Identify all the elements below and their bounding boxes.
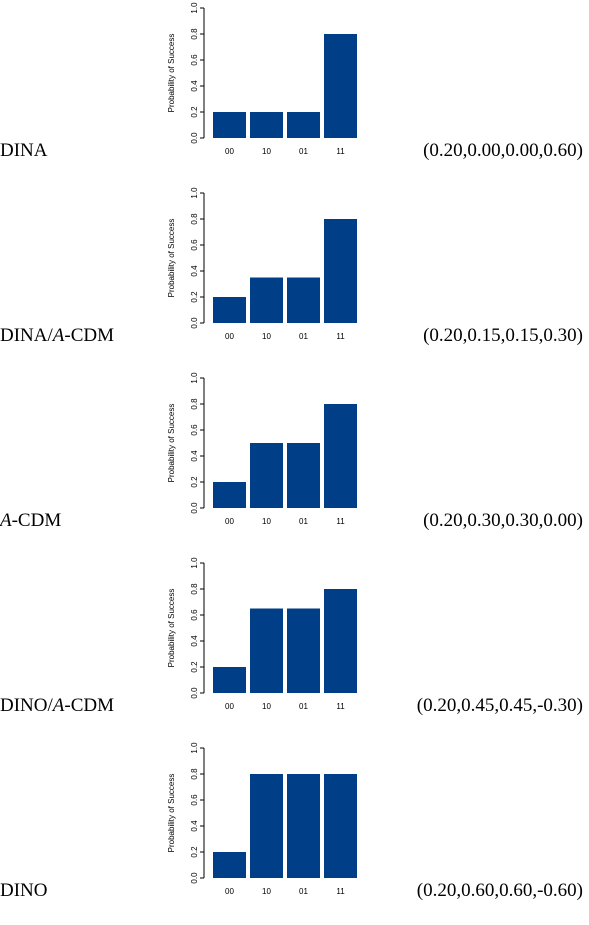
bar: [250, 443, 283, 508]
bar: [324, 404, 357, 508]
y-tick-label: 1.0: [190, 742, 199, 754]
bar: [324, 589, 357, 693]
bar: [287, 112, 320, 138]
bar: [287, 443, 320, 508]
x-category-label: 00: [225, 702, 234, 711]
bar-chart: 0.0 0.2 0.4 0.6 0.8 1.0 Probability of Success…: [167, 557, 357, 711]
x-category-label: 10: [262, 332, 271, 341]
y-axis-label: Probability of Success: [167, 219, 176, 298]
bar: [213, 112, 246, 138]
bar: [324, 774, 357, 878]
model-label: DINA: [0, 140, 48, 161]
x-category-label: 01: [299, 147, 308, 156]
panel-dina-acdm: DINA/A-CDM (0.20,0.15,0.15,0.30) 0.0 0.2 0…: [0, 185, 589, 370]
y-tick-label: 0.0: [190, 317, 199, 329]
x-category-label: 11: [336, 517, 345, 526]
x-category-label: 01: [299, 332, 308, 341]
model-label: DINO/A-CDM: [0, 695, 114, 717]
y-tick-label: 0.6: [190, 54, 199, 66]
x-category-label: 11: [336, 332, 345, 341]
model-label: A-CDM: [0, 510, 61, 532]
y-tick-label: 0.0: [190, 687, 199, 699]
y-tick-label: 0.0: [190, 132, 199, 144]
parameter-vector: (0.20,0.00,0.00,0.60): [423, 140, 583, 161]
y-tick-label: 0.0: [190, 872, 199, 884]
y-tick-label: 0.8: [190, 583, 199, 595]
y-tick-label: 0.6: [190, 239, 199, 251]
parameter-vector: (0.20,0.30,0.30,0.00): [423, 510, 583, 531]
x-category-label: 10: [262, 517, 271, 526]
y-tick-label: 0.8: [190, 28, 199, 40]
x-category-label: 11: [336, 702, 345, 711]
parameter-vector: (0.20,0.60,0.60,-0.60): [416, 880, 583, 901]
model-label: DINA/A-CDM: [0, 325, 114, 347]
bar-chart: 0.0 0.2 0.4 0.6 0.8 1.0 Probability of Success…: [167, 372, 357, 526]
x-category-label: 10: [262, 887, 271, 896]
model-label-text: A-CDM: [0, 510, 62, 531]
y-tick-label: 1.0: [190, 187, 199, 199]
bar: [324, 34, 357, 138]
bar: [250, 608, 283, 693]
y-axis-label: Probability of Success: [167, 589, 176, 668]
y-tick-label: 0.2: [190, 661, 199, 673]
parameter-vector: (0.20,0.15,0.15,0.30): [423, 325, 583, 346]
y-tick-label: 0.2: [190, 291, 199, 303]
model-label-text: DINA/A-CDM: [0, 325, 115, 346]
y-tick-label: 0.4: [190, 450, 199, 462]
y-tick-label: 1.0: [190, 2, 199, 14]
bar: [287, 774, 320, 878]
x-category-label: 01: [299, 702, 308, 711]
y-tick-label: 0.8: [190, 768, 199, 780]
y-tick-label: 0.2: [190, 106, 199, 118]
x-category-label: 10: [262, 702, 271, 711]
y-tick-label: 0.4: [190, 635, 199, 647]
bar-chart: 0.0 0.2 0.4 0.6 0.8 1.0 Probability of Success…: [167, 187, 357, 341]
bar-chart: 0.0 0.2 0.4 0.6 0.8 1.0 Probability of Success…: [167, 742, 357, 896]
x-category-label: 11: [336, 147, 345, 156]
y-tick-label: 0.0: [190, 502, 199, 514]
y-tick-label: 0.2: [190, 846, 199, 858]
y-tick-label: 0.8: [190, 398, 199, 410]
panel-dino-acdm: DINO/A-CDM (0.20,0.45,0.45,-0.30) 0.0 0.2…: [0, 555, 589, 740]
panel-acdm: A-CDM (0.20,0.30,0.30,0.00) 0.0 0.2 0.4 0.6…: [0, 370, 589, 555]
x-category-label: 10: [262, 147, 271, 156]
model-label: DINO: [0, 880, 48, 901]
y-tick-label: 0.4: [190, 80, 199, 92]
bar: [213, 482, 246, 508]
x-category-label: 01: [299, 887, 308, 896]
x-category-label: 11: [336, 887, 345, 896]
x-category-label: 00: [225, 517, 234, 526]
bar: [324, 219, 357, 323]
x-category-label: 00: [225, 147, 234, 156]
panel-dino: DINO (0.20,0.60,0.60,-0.60) 0.0 0.2 0.4 0.6…: [0, 740, 589, 925]
y-axis-label: Probability of Success: [167, 404, 176, 483]
y-tick-label: 0.6: [190, 794, 199, 806]
bar: [250, 774, 283, 878]
bar: [213, 667, 246, 693]
bar-chart: 0.0 0.2 0.4 0.6 0.8 1.0 Probability of Success…: [167, 2, 357, 156]
bar: [250, 277, 283, 323]
x-category-label: 00: [225, 887, 234, 896]
parameter-vector: (0.20,0.45,0.45,-0.30): [416, 695, 583, 716]
y-tick-label: 0.6: [190, 609, 199, 621]
model-label-text: DINO/A-CDM: [0, 695, 115, 716]
x-category-label: 01: [299, 517, 308, 526]
bar: [213, 852, 246, 878]
y-tick-label: 0.6: [190, 424, 199, 436]
y-tick-label: 0.4: [190, 265, 199, 277]
bar: [213, 297, 246, 323]
y-tick-label: 1.0: [190, 557, 199, 569]
y-axis-label: Probability of Success: [167, 34, 176, 113]
bar: [287, 277, 320, 323]
x-category-label: 00: [225, 332, 234, 341]
y-axis-label: Probability of Success: [167, 774, 176, 853]
panel-dina: DINA (0.20,0.00,0.00,0.60) 0.0 0.2 0.4 0.6 0…: [0, 0, 589, 185]
y-tick-label: 0.8: [190, 213, 199, 225]
bar: [287, 608, 320, 693]
y-tick-label: 1.0: [190, 372, 199, 384]
y-tick-label: 0.2: [190, 476, 199, 488]
y-tick-label: 0.4: [190, 820, 199, 832]
bar: [250, 112, 283, 138]
